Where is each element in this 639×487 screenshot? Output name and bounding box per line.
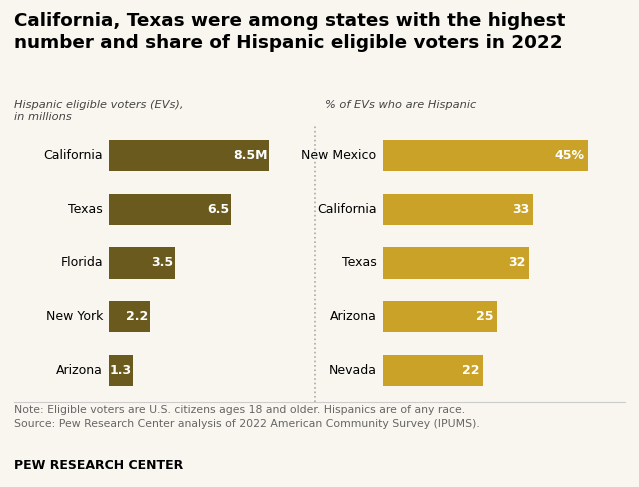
Text: PEW RESEARCH CENTER: PEW RESEARCH CENTER <box>14 459 183 472</box>
Text: 8.5M: 8.5M <box>233 150 268 162</box>
Text: 32: 32 <box>508 257 525 269</box>
Text: 6.5: 6.5 <box>208 203 230 216</box>
Text: New York: New York <box>45 310 103 323</box>
Text: 45%: 45% <box>555 150 584 162</box>
Text: California: California <box>43 150 103 162</box>
Text: Note: Eligible voters are U.S. citizens ages 18 and older. Hispanics are of any : Note: Eligible voters are U.S. citizens … <box>14 405 480 429</box>
Text: 3.5: 3.5 <box>151 257 173 269</box>
Text: California, Texas were among states with the highest
number and share of Hispani: California, Texas were among states with… <box>14 12 566 52</box>
Text: Hispanic eligible voters (EVs),
in millions: Hispanic eligible voters (EVs), in milli… <box>14 100 183 122</box>
Text: California: California <box>317 203 376 216</box>
Text: Florida: Florida <box>60 257 103 269</box>
Text: Arizona: Arizona <box>56 364 103 376</box>
Text: Nevada: Nevada <box>328 364 376 376</box>
Bar <box>383 247 529 279</box>
Bar <box>109 194 231 225</box>
Text: 25: 25 <box>476 310 493 323</box>
Bar <box>109 140 269 171</box>
Text: Texas: Texas <box>342 257 376 269</box>
Bar <box>383 355 484 386</box>
Bar <box>383 194 534 225</box>
Text: % of EVs who are Hispanic: % of EVs who are Hispanic <box>325 100 476 110</box>
Bar <box>109 247 174 279</box>
Bar <box>109 355 133 386</box>
Text: 33: 33 <box>512 203 530 216</box>
Text: Texas: Texas <box>68 203 103 216</box>
Text: 1.3: 1.3 <box>109 364 132 376</box>
Bar <box>109 301 150 332</box>
Text: 22: 22 <box>462 364 480 376</box>
Text: 2.2: 2.2 <box>127 310 149 323</box>
Bar <box>383 301 497 332</box>
Text: Arizona: Arizona <box>330 310 376 323</box>
Text: New Mexico: New Mexico <box>302 150 376 162</box>
Bar <box>383 140 588 171</box>
